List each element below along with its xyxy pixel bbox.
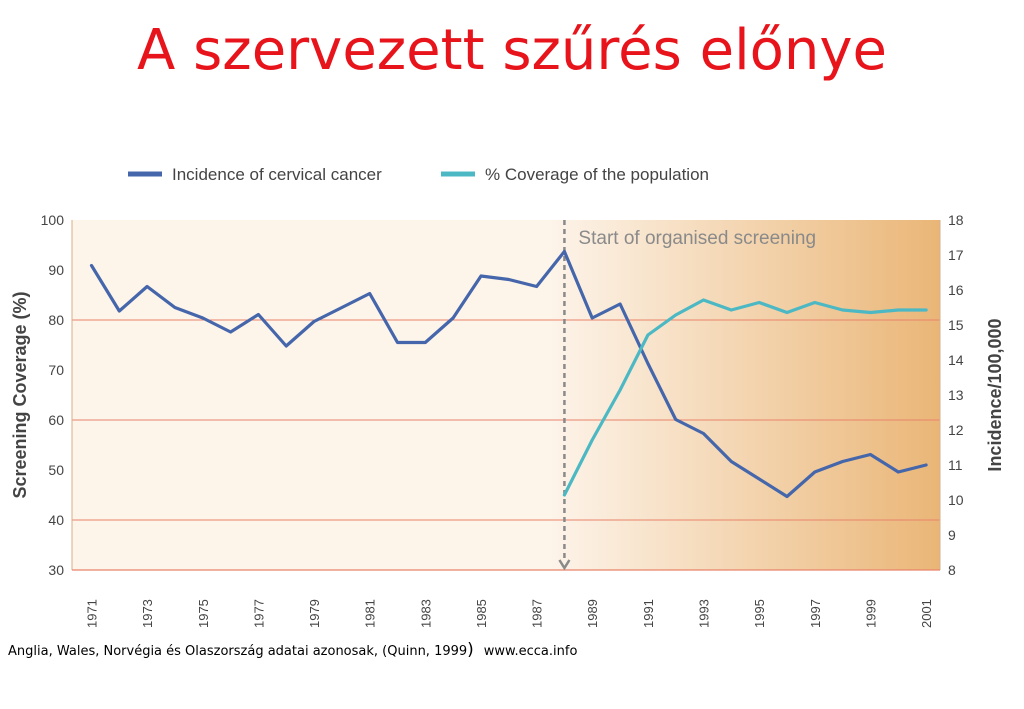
x-tick-label: 2001 [919,599,934,628]
incidence-series-line [89,249,928,499]
screening-annotation: Start of organised screening [558,220,816,571]
x-tick-label: 1971 [84,599,99,628]
x-tick-labels: 1971 1973 1975 1977 1979 1981 1983 1985 1987 1989… [84,599,934,628]
x-tick-label: 1997 [808,599,823,628]
right-tick-label: 10 [948,492,964,508]
left-tick-label: 70 [48,362,64,378]
left-tick-label: 90 [48,262,64,278]
left-tick-label: 50 [48,462,64,478]
screening-start-arrow [558,559,571,571]
right-tick-label: 11 [948,457,963,473]
legend-label: % Coverage of the population [485,165,709,184]
right-tick-label: 8 [948,562,956,578]
screening-start-label: Start of organised screening [578,228,816,249]
right-tick-label: 13 [948,387,964,403]
right-axis-label: Incidence/100,000 [985,318,1005,471]
x-tick-label: 1973 [140,599,155,628]
left-axis-label: Screening Coverage (%) [10,291,30,498]
x-tick-label: 1987 [530,599,545,628]
x-tick-label: 1989 [585,599,600,628]
x-tick-label: 1977 [251,599,266,628]
left-tick-label: 100 [41,212,65,228]
right-tick-label: 17 [948,247,964,263]
source-note-paren: ) [467,640,474,660]
right-tick-label: 14 [948,352,964,368]
x-tick-label: 1981 [363,599,378,628]
left-tick-label: 80 [48,312,64,328]
legend: Incidence of cervical cancer % Coverage o… [128,165,709,184]
right-tick-label: 16 [948,282,964,298]
left-tick-label: 40 [48,512,64,528]
left-tick-label: 30 [48,562,64,578]
x-tick-label: 1975 [196,599,211,628]
right-tick-label: 9 [948,527,956,543]
right-tick-label: 15 [948,317,964,333]
series [89,249,928,499]
page-title: A szervezett szűrés előnye [137,18,887,83]
x-tick-label: 1979 [307,599,322,628]
right-tick-label: 12 [948,422,964,438]
left-tick-label: 60 [48,412,64,428]
source-url: www.ecca.info [483,644,578,659]
source-footer: Anglia, Wales, Norvégia és Olaszország a… [8,640,577,660]
x-tick-label: 1991 [641,599,656,628]
x-tick-label: 1985 [474,599,489,628]
grid-lines [72,319,940,521]
x-tick-label: 1993 [697,599,712,628]
left-tick-labels: 30 40 50 60 70 80 90 100 [41,212,65,578]
source-note: Anglia, Wales, Norvégia és Olaszország a… [8,644,468,659]
axes [71,220,941,571]
legend-label: Incidence of cervical cancer [172,165,382,184]
x-tick-label: 1983 [418,599,433,628]
x-tick-label: 1995 [752,599,767,628]
x-tick-label: 1999 [863,599,878,628]
plot-background [72,220,940,570]
coverage-series-line [562,298,928,497]
right-tick-labels: 8 9 10 11 12 13 14 15 16 17 18 [948,212,964,578]
right-tick-label: 18 [948,212,964,228]
